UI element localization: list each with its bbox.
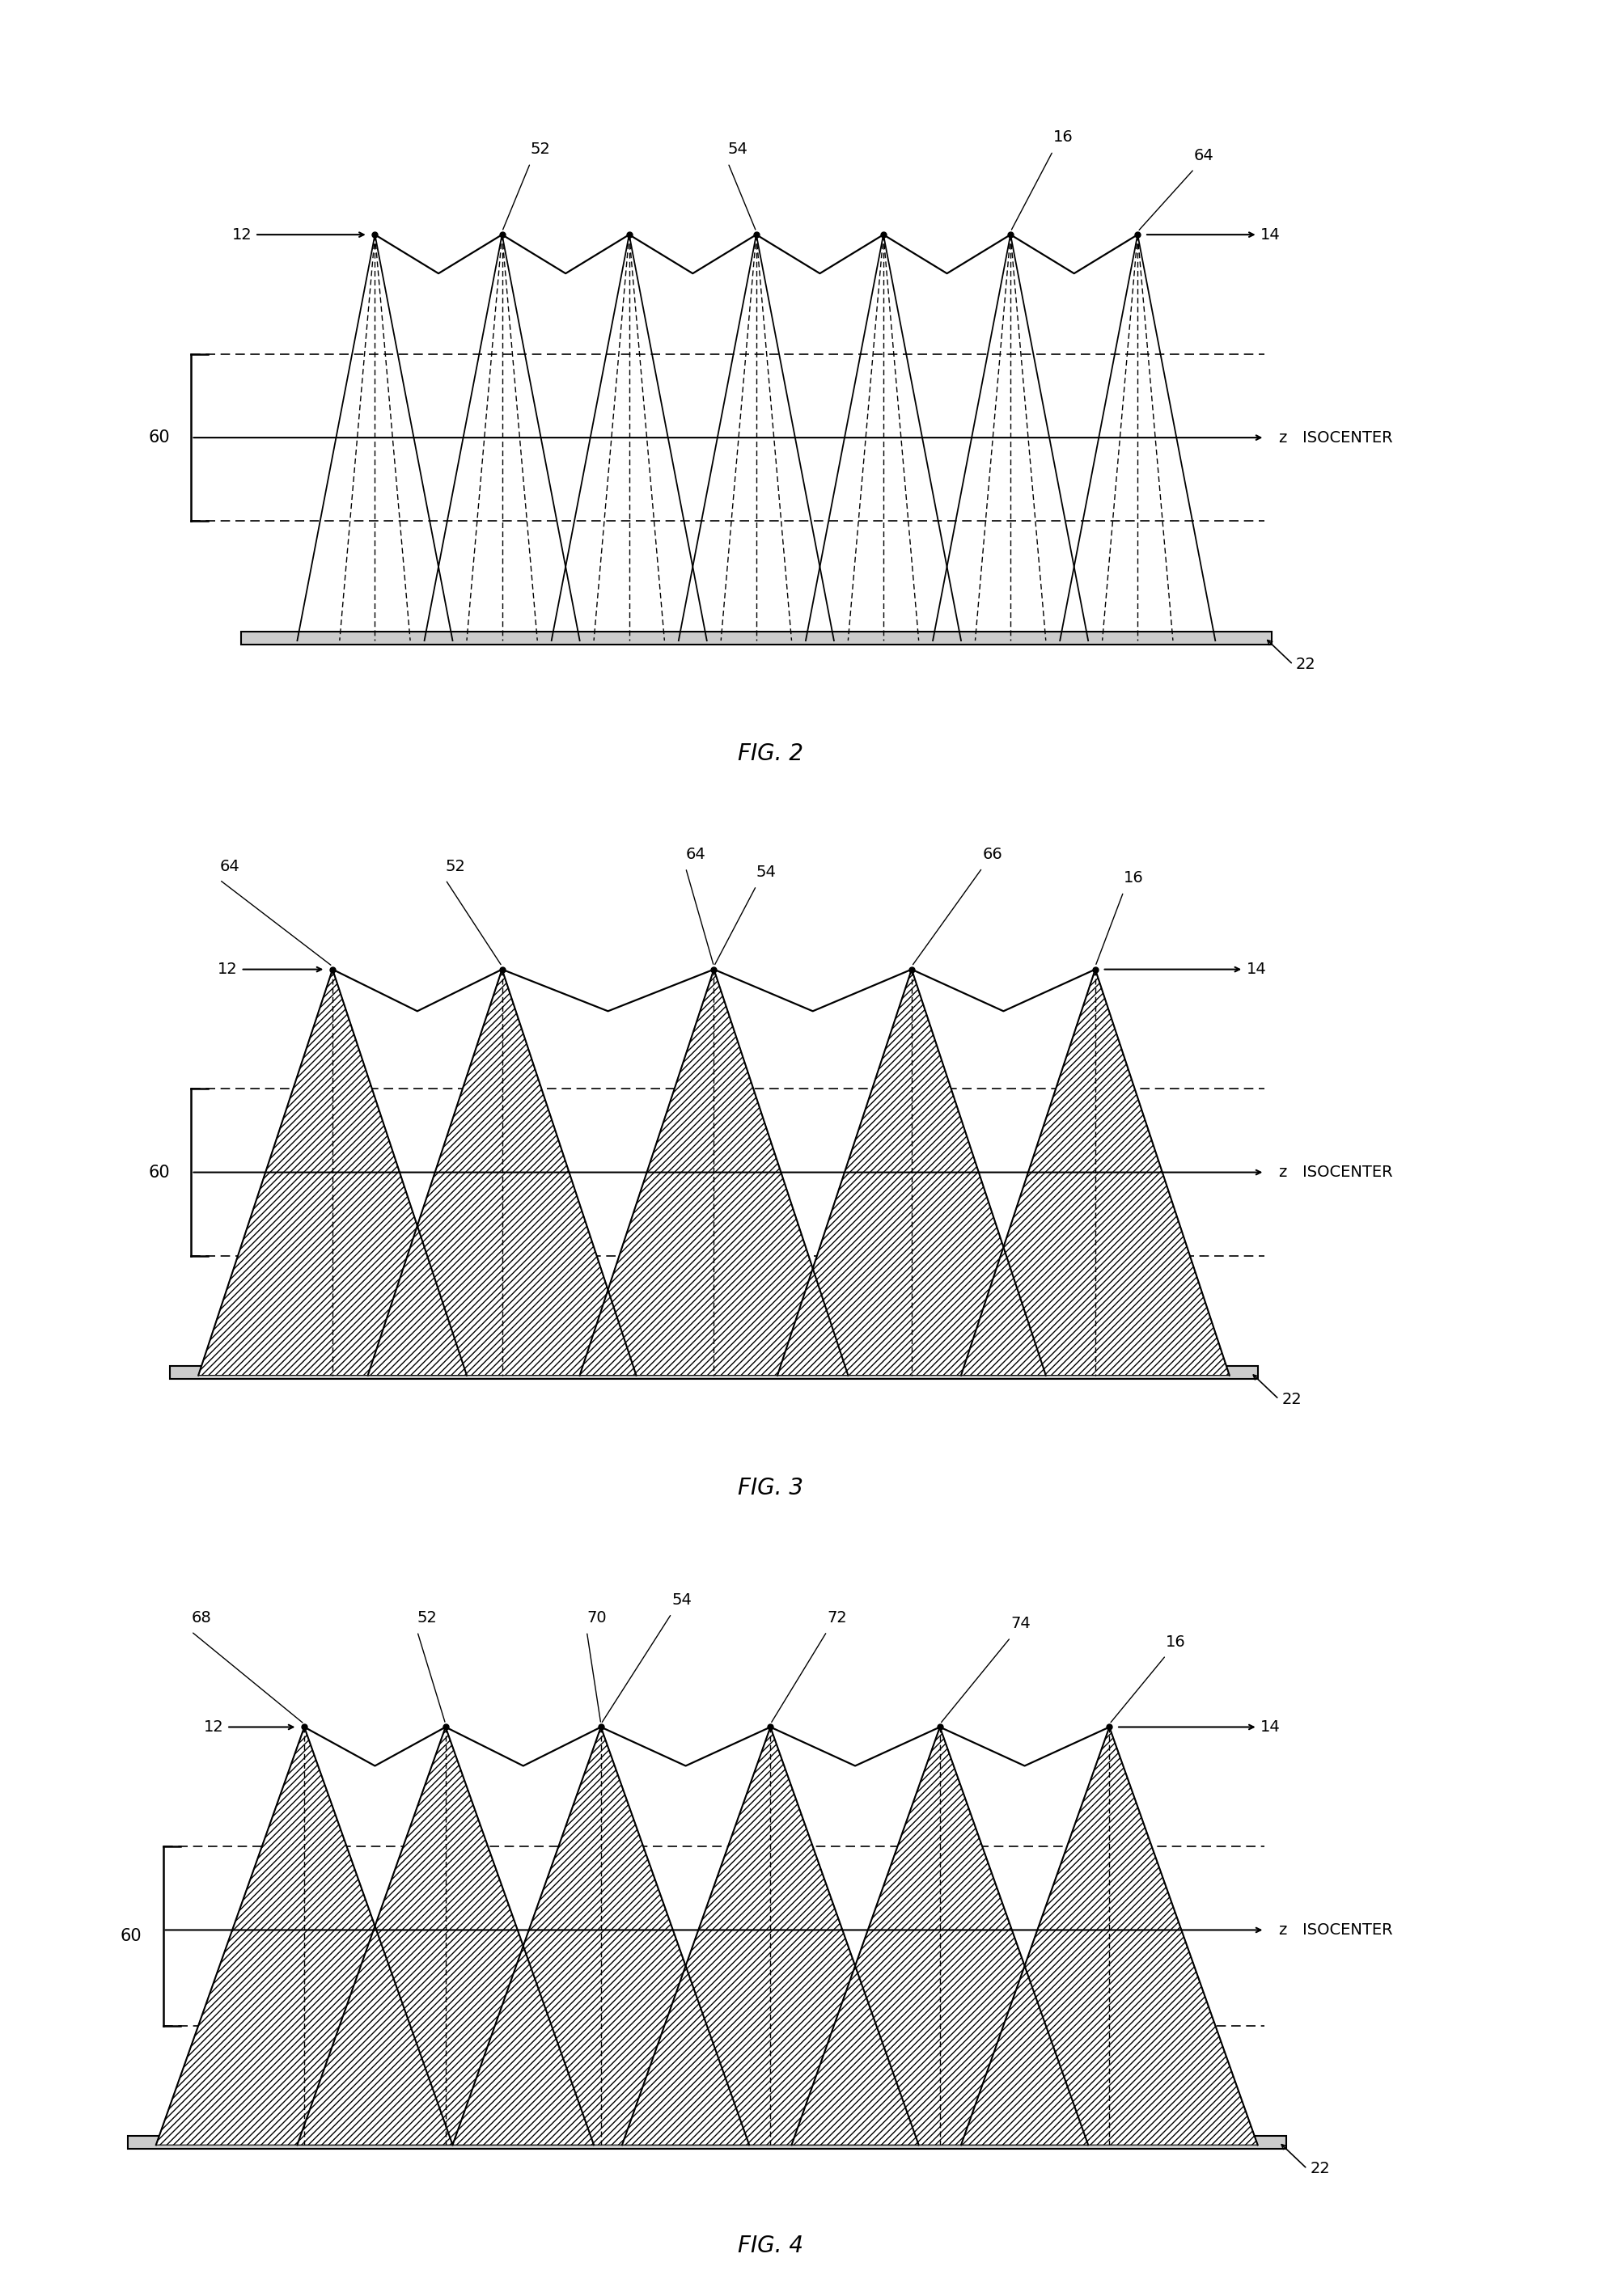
Polygon shape	[777, 969, 1046, 1375]
Text: 52: 52	[446, 859, 465, 875]
Text: 74: 74	[1011, 1616, 1030, 1632]
Text: 60: 60	[149, 1164, 170, 1180]
Polygon shape	[368, 969, 636, 1375]
Text: 72: 72	[827, 1609, 847, 1626]
Text: 68: 68	[191, 1609, 212, 1626]
Text: 60: 60	[149, 429, 170, 445]
Bar	[241, 631, 1271, 645]
Bar	[128, 2135, 1286, 2149]
Text: 16: 16	[1124, 870, 1143, 886]
Text: 12: 12	[233, 227, 252, 243]
Text: 22: 22	[1282, 1391, 1302, 1407]
Text: 64: 64	[685, 847, 706, 861]
Polygon shape	[791, 1727, 1088, 2144]
Text: 54: 54	[671, 1593, 692, 1607]
Text: FIG. 3: FIG. 3	[738, 1476, 802, 1499]
Text: 60: 60	[120, 1929, 141, 1945]
Text: 22: 22	[1295, 657, 1316, 673]
Polygon shape	[156, 1727, 453, 2144]
Text: 70: 70	[587, 1609, 607, 1626]
Text: z   ISOCENTER: z ISOCENTER	[1279, 429, 1393, 445]
Polygon shape	[961, 1727, 1258, 2144]
Text: 66: 66	[982, 847, 1002, 861]
Polygon shape	[961, 969, 1229, 1375]
Polygon shape	[453, 1727, 750, 2144]
Text: 12: 12	[218, 962, 238, 978]
Text: 12: 12	[204, 1720, 223, 1736]
Polygon shape	[297, 1727, 594, 2144]
Polygon shape	[623, 1727, 918, 2144]
Text: z   ISOCENTER: z ISOCENTER	[1279, 1164, 1393, 1180]
Text: 14: 14	[1247, 962, 1266, 978]
Text: 52: 52	[417, 1609, 438, 1626]
Text: 54: 54	[729, 142, 748, 156]
Text: 16: 16	[1165, 1635, 1186, 1649]
Text: 54: 54	[756, 866, 777, 879]
Text: 64: 64	[1194, 147, 1213, 163]
Text: 14: 14	[1260, 227, 1281, 243]
Text: 52: 52	[530, 142, 551, 156]
Polygon shape	[199, 969, 467, 1375]
Text: FIG. 4: FIG. 4	[738, 2234, 802, 2257]
Text: 22: 22	[1310, 2161, 1331, 2177]
Text: 14: 14	[1260, 1720, 1281, 1736]
Bar	[170, 1366, 1258, 1380]
Text: z   ISOCENTER: z ISOCENTER	[1279, 1922, 1393, 1938]
Text: FIG. 2: FIG. 2	[738, 742, 802, 765]
Polygon shape	[579, 969, 847, 1375]
Text: 16: 16	[1053, 131, 1072, 145]
Text: 64: 64	[220, 859, 239, 875]
